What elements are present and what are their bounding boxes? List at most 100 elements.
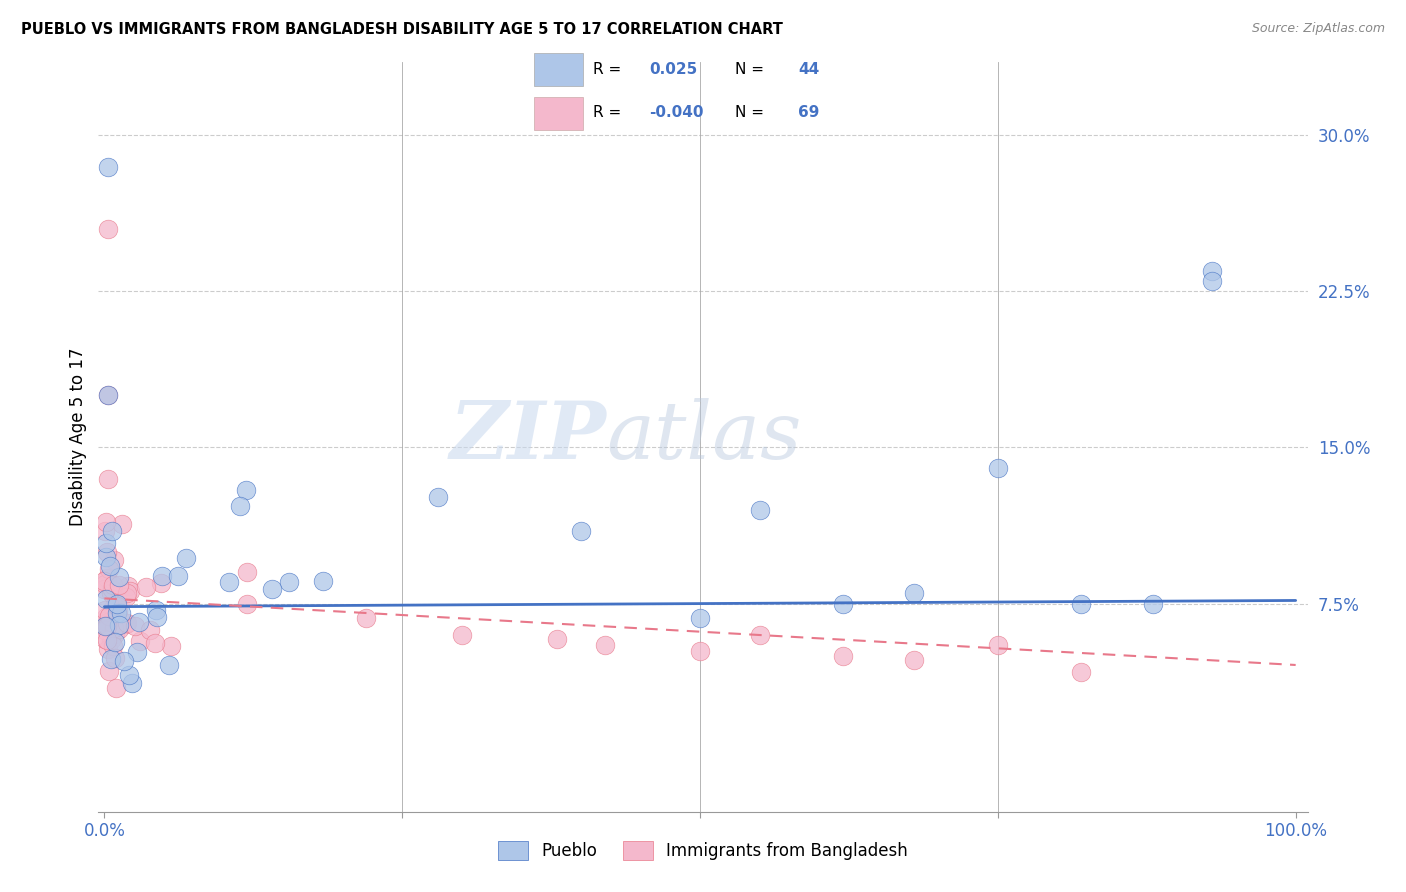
- Point: [235, 483, 257, 498]
- Point: [124, 619, 146, 633]
- Point: [97, 388, 120, 402]
- Point: [426, 491, 449, 505]
- Point: [135, 580, 157, 594]
- Point: [105, 606, 128, 620]
- Point: [105, 599, 128, 614]
- Point: [93, 574, 115, 588]
- Text: 0.025: 0.025: [650, 62, 697, 78]
- Point: [107, 604, 129, 618]
- Text: atlas: atlas: [606, 399, 801, 475]
- Point: [832, 648, 855, 663]
- Point: [356, 611, 378, 625]
- Point: [101, 600, 124, 615]
- Point: [101, 582, 124, 596]
- Point: [100, 586, 122, 600]
- Point: [236, 566, 259, 580]
- Point: [101, 578, 124, 592]
- Text: N =: N =: [735, 62, 769, 78]
- Text: PUEBLO VS IMMIGRANTS FROM BANGLADESH DISABILITY AGE 5 TO 17 CORRELATION CHART: PUEBLO VS IMMIGRANTS FROM BANGLADESH DIS…: [21, 22, 783, 37]
- Point: [96, 544, 118, 558]
- Point: [569, 524, 592, 538]
- Point: [94, 592, 117, 607]
- Point: [108, 618, 131, 632]
- Point: [96, 632, 118, 647]
- Point: [100, 614, 122, 628]
- Point: [115, 616, 138, 631]
- Point: [149, 576, 172, 591]
- Point: [108, 622, 131, 636]
- Point: [103, 640, 125, 654]
- Point: [1142, 597, 1164, 611]
- Point: [145, 603, 167, 617]
- Point: [98, 558, 121, 573]
- Point: [100, 632, 122, 647]
- Text: 69: 69: [799, 105, 820, 120]
- Point: [110, 606, 132, 620]
- Point: [145, 610, 167, 624]
- Point: [115, 590, 138, 604]
- Text: -0.040: -0.040: [650, 105, 704, 120]
- Point: [94, 524, 117, 538]
- Point: [748, 503, 770, 517]
- Point: [150, 569, 173, 583]
- Point: [689, 611, 711, 625]
- Point: [96, 571, 118, 585]
- Point: [105, 681, 128, 695]
- Point: [1201, 274, 1223, 288]
- Y-axis label: Disability Age 5 to 17: Disability Age 5 to 17: [69, 348, 87, 526]
- Point: [96, 515, 118, 529]
- Point: [104, 626, 127, 640]
- Text: R =: R =: [593, 62, 627, 78]
- Point: [1070, 597, 1092, 611]
- Point: [115, 586, 138, 600]
- Point: [125, 645, 148, 659]
- Point: [117, 579, 139, 593]
- Point: [104, 635, 127, 649]
- Point: [1070, 665, 1092, 680]
- Point: [174, 551, 197, 566]
- Point: [103, 553, 125, 567]
- Point: [105, 591, 128, 606]
- Point: [987, 461, 1010, 475]
- Point: [903, 653, 925, 667]
- Point: [96, 610, 118, 624]
- Point: [97, 388, 120, 402]
- Point: [218, 574, 240, 589]
- Point: [93, 603, 115, 617]
- Point: [94, 623, 117, 637]
- Point: [143, 636, 166, 650]
- Point: [120, 584, 142, 599]
- Point: [105, 597, 128, 611]
- Point: [97, 472, 120, 486]
- Point: [94, 535, 117, 549]
- Point: [93, 582, 115, 596]
- Point: [94, 550, 117, 565]
- Point: [112, 654, 135, 668]
- Point: [96, 620, 118, 634]
- FancyBboxPatch shape: [534, 53, 583, 86]
- Point: [108, 570, 131, 584]
- Text: N =: N =: [735, 105, 769, 120]
- Point: [96, 616, 118, 631]
- Point: [593, 638, 616, 652]
- Point: [166, 568, 188, 582]
- Point: [103, 621, 125, 635]
- Point: [128, 615, 150, 629]
- Point: [118, 667, 141, 681]
- Point: [903, 586, 925, 600]
- Point: [748, 628, 770, 642]
- Text: 44: 44: [799, 62, 820, 78]
- Point: [97, 160, 120, 174]
- Text: ZIP: ZIP: [450, 399, 606, 475]
- Point: [689, 644, 711, 658]
- Point: [98, 609, 121, 624]
- Point: [229, 499, 252, 513]
- Point: [121, 676, 143, 690]
- Point: [260, 582, 283, 596]
- Point: [236, 597, 259, 611]
- Point: [100, 524, 122, 538]
- Point: [98, 562, 121, 576]
- Point: [104, 651, 127, 665]
- Point: [94, 618, 117, 632]
- Point: [157, 657, 180, 672]
